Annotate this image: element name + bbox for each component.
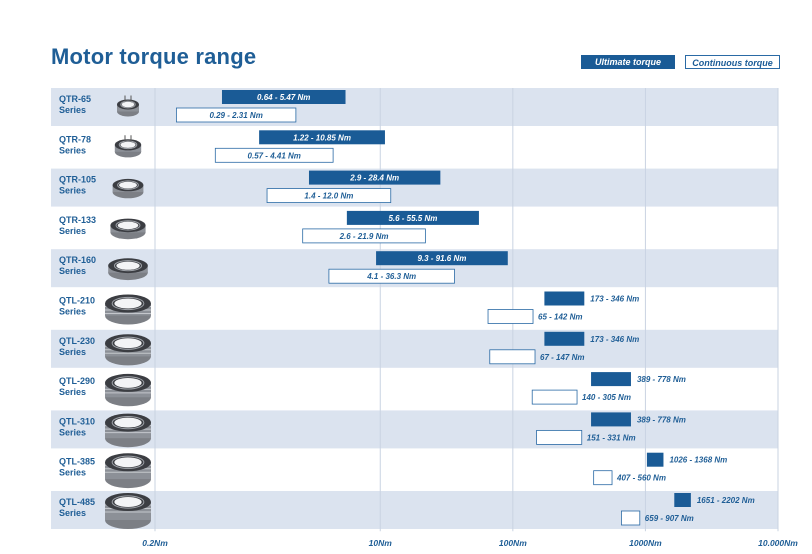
series-sublabel: Series — [59, 387, 86, 397]
series-label: QTL-485 — [59, 497, 95, 507]
ultimate-torque-bar — [221, 90, 346, 104]
motor-icon — [105, 373, 151, 407]
series-sublabel: Series — [59, 468, 86, 478]
series-sublabel: Series — [59, 186, 86, 196]
ultimate-torque-label: 2.9 - 28.4 Nm — [349, 174, 399, 183]
continuous-torque-label: 0.57 - 4.41 Nm — [248, 151, 301, 160]
ultimate-torque-label: 389 - 778 Nm — [637, 375, 686, 384]
series-sublabel: Series — [59, 105, 86, 115]
continuous-torque-bar — [621, 510, 641, 526]
series-sublabel: Series — [59, 427, 86, 437]
motor-icon — [108, 258, 148, 281]
series-sublabel: Series — [59, 266, 86, 276]
ultimate-torque-label: 173 - 346 Nm — [590, 295, 639, 304]
ultimate-torque-bar — [544, 291, 585, 306]
continuous-torque-label: 65 - 142 Nm — [538, 313, 582, 322]
ultimate-torque-label: 9.3 - 91.6 Nm — [417, 254, 466, 263]
ultimate-torque-bar — [308, 170, 441, 185]
series-sublabel: Series — [59, 307, 86, 317]
ultimate-torque-bar — [646, 452, 664, 467]
ultimate-torque-label: 0.64 - 5.47 Nm — [257, 93, 310, 102]
row-band — [51, 410, 778, 449]
series-sublabel: Series — [59, 226, 86, 236]
x-tick-label: 0.2Nm — [142, 538, 168, 548]
ultimate-torque-bar — [544, 331, 585, 346]
continuous-torque-label: 407 - 560 Nm — [616, 474, 666, 483]
ultimate-torque-label: 5.6 - 55.5 Nm — [388, 214, 437, 223]
series-sublabel: Series — [59, 347, 86, 357]
series-label: QTR-105 — [59, 175, 96, 185]
page-title: Motor torque range — [51, 44, 257, 69]
ultimate-torque-bar — [674, 493, 691, 507]
series-label: QTR-160 — [59, 255, 96, 265]
continuous-torque-bar — [214, 147, 334, 163]
series-sublabel: Series — [59, 145, 86, 155]
x-tick-label: 100Nm — [499, 538, 527, 548]
ultimate-torque-bar — [376, 251, 508, 266]
series-label: QTL-230 — [59, 336, 95, 346]
ultimate-torque-label: 389 - 778 Nm — [637, 415, 686, 424]
x-tick-label: 1000Nm — [629, 538, 662, 548]
ultimate-torque-label: 173 - 346 Nm — [590, 335, 639, 344]
x-tick-label: 10.000Nm — [758, 538, 798, 548]
legend-continuous-torque: Continuous torque — [685, 55, 780, 69]
ultimate-torque-label: 1026 - 1368 Nm — [669, 456, 727, 465]
series-label: QTL-290 — [59, 376, 95, 386]
continuous-torque-bar — [175, 107, 297, 123]
continuous-torque-bar — [487, 309, 534, 324]
series-label: QTR-78 — [59, 134, 91, 144]
series-label: QTL-310 — [59, 416, 95, 426]
continuous-torque-bar — [328, 268, 455, 284]
motor-icon — [105, 493, 151, 529]
continuous-torque-label: 140 - 305 Nm — [582, 393, 631, 402]
series-label: QTL-210 — [59, 296, 95, 306]
series-sublabel: Series — [59, 508, 86, 518]
motor-icon — [105, 334, 151, 366]
motor-icon — [105, 294, 151, 325]
motor-icon — [105, 413, 151, 448]
continuous-torque-label: 4.1 - 36.3 Nm — [366, 272, 416, 281]
continuous-torque-bar — [531, 389, 578, 405]
ultimate-torque-bar — [259, 130, 385, 145]
motor-icon — [110, 218, 146, 240]
continuous-torque-bar — [266, 188, 392, 204]
continuous-torque-label: 2.6 - 21.9 Nm — [339, 232, 389, 241]
motor-icon — [105, 453, 151, 489]
continuous-torque-bar — [489, 349, 536, 365]
x-tick-label: 10Nm — [369, 538, 393, 548]
row-band — [51, 88, 778, 126]
ultimate-torque-bar — [591, 372, 631, 387]
ultimate-torque-label: 1.22 - 10.85 Nm — [293, 133, 351, 142]
motor-icon — [112, 178, 144, 199]
ultimate-torque-bar — [591, 412, 631, 427]
series-label: QTR-65 — [59, 94, 91, 104]
motor-icon — [117, 95, 139, 117]
continuous-torque-label: 67 - 147 Nm — [540, 353, 584, 362]
continuous-torque-bar — [593, 470, 613, 486]
continuous-torque-label: 659 - 907 Nm — [645, 514, 694, 523]
series-label: QTR-133 — [59, 215, 96, 225]
row-band — [51, 329, 778, 368]
ultimate-torque-label: 1651 - 2202 Nm — [697, 496, 755, 505]
continuous-torque-label: 1.4 - 12.0 Nm — [304, 192, 353, 201]
series-label: QTL-385 — [59, 457, 95, 467]
continuous-torque-bar — [536, 429, 583, 445]
row-band — [51, 491, 778, 529]
motor-icon — [114, 135, 142, 158]
continuous-torque-bar — [302, 228, 426, 244]
legend-ultimate-torque: Ultimate torque — [581, 55, 675, 69]
continuous-torque-label: 0.29 - 2.31 Nm — [209, 111, 262, 120]
ultimate-torque-bar — [346, 210, 479, 225]
continuous-torque-label: 151 - 331 Nm — [587, 433, 636, 442]
